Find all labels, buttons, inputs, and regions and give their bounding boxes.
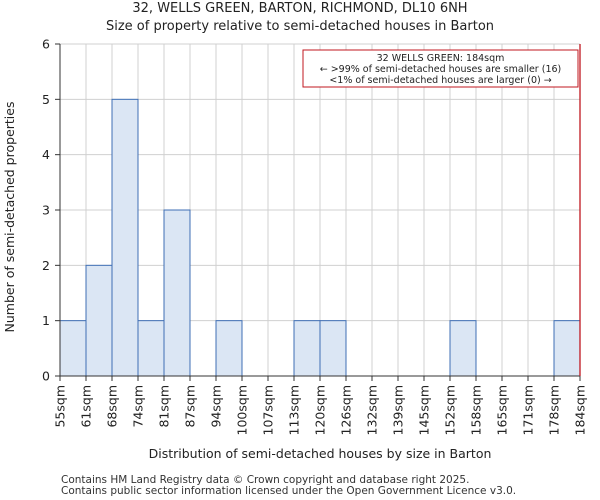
bar-81sqm — [163, 209, 191, 377]
bar-178sqm — [553, 320, 581, 377]
x-tick-label-81sqm: 81sqm — [157, 385, 172, 428]
x-tick-label-61sqm: 61sqm — [79, 385, 94, 428]
y-tick-label: 3 — [42, 203, 50, 218]
x-tick-label-165sqm: 165sqm — [495, 385, 510, 435]
x-axis-label: Distribution of semi-detached houses by … — [149, 446, 492, 461]
footer-copyright: Contains HM Land Registry data © Crown c… — [61, 474, 470, 486]
annotation-line-2: ← >99% of semi-detached houses are small… — [320, 64, 562, 75]
x-tick-label-145sqm: 145sqm — [417, 385, 432, 435]
x-tick-label-171sqm: 171sqm — [521, 385, 536, 435]
y-tick-label: 4 — [42, 147, 50, 162]
x-tick-label-132sqm: 132sqm — [365, 385, 380, 435]
bar-120sqm — [319, 320, 347, 377]
x-tick-label-100sqm: 100sqm — [235, 385, 250, 435]
y-axis-label: Number of semi-detached properties — [2, 102, 17, 333]
x-tick-label-107sqm: 107sqm — [261, 385, 276, 435]
x-tick-label-68sqm: 68sqm — [105, 385, 120, 428]
bar-55sqm — [59, 320, 87, 377]
axes: 0 1 2 3 4 5 6 55sqm 61sqm 68sqm 74sqm 81sqm 87sqm 94s… — [42, 37, 587, 436]
x-tick-label-184sqm: 184sqm — [573, 385, 588, 435]
y-tick-label: 2 — [42, 258, 50, 273]
bar-113sqm — [293, 320, 321, 377]
x-tick-label-139sqm: 139sqm — [391, 385, 406, 435]
x-tick-label-178sqm: 178sqm — [547, 385, 562, 435]
x-tick-label-113sqm: 113sqm — [287, 385, 302, 435]
bar-74sqm — [137, 320, 165, 377]
annotation-line-3: <1% of semi-detached houses are larger (… — [329, 75, 551, 86]
x-tick-label-152sqm: 152sqm — [443, 385, 458, 435]
x-tick-label-55sqm: 55sqm — [53, 385, 68, 428]
x-tick-label-158sqm: 158sqm — [469, 385, 484, 435]
y-tick-label: 6 — [42, 37, 50, 52]
chart-title: 32, WELLS GREEN, BARTON, RICHMOND, DL10 … — [132, 1, 468, 16]
y-tick-label: 0 — [42, 369, 50, 384]
y-tick-label: 5 — [42, 92, 50, 107]
bar-61sqm — [85, 264, 113, 377]
x-tick-label-94sqm: 94sqm — [209, 385, 224, 428]
annotation: 32 WELLS GREEN: 184sqm← >99% of semi-det… — [302, 49, 579, 88]
bar-152sqm — [449, 320, 477, 377]
bar-94sqm — [215, 320, 243, 377]
x-tick-label-126sqm: 126sqm — [339, 385, 354, 435]
y-tick-label: 1 — [42, 313, 50, 328]
chart-subtitle: Size of property relative to semi-detach… — [105, 19, 495, 34]
x-tick-label-120sqm: 120sqm — [313, 385, 328, 435]
footer-licence: Contains public sector information licen… — [61, 485, 517, 497]
x-tick-label-74sqm: 74sqm — [131, 385, 146, 428]
x-tick-label-87sqm: 87sqm — [183, 385, 198, 428]
annotation-box — [302, 49, 579, 88]
annotation-line-1: 32 WELLS GREEN: 184sqm — [377, 53, 505, 64]
bar-68sqm — [111, 98, 139, 377]
